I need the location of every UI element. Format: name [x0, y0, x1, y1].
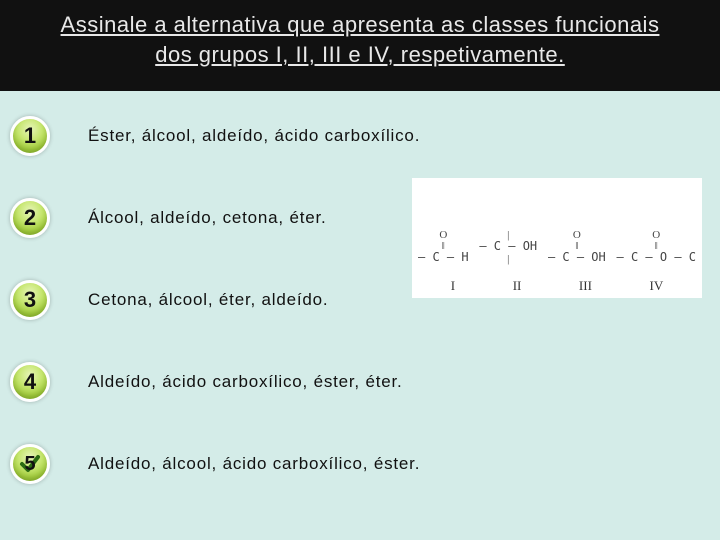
chem-group-3: O ‖ — C — OH [548, 229, 606, 264]
options-list: 1 Éster, álcool, aldeído, ácido carboxíl… [0, 91, 720, 505]
option-row[interactable]: 5 Aldeído, álcool, ácido carboxílico, és… [0, 423, 720, 505]
chem-groups-row: O ‖ — C — H | — C — OH | O ‖ — C — OH O … [418, 184, 696, 264]
option-badge-2: 2 [10, 198, 50, 238]
question-header: Assinale a alternativa que apresenta as … [0, 0, 720, 91]
option-text: Aldeído, ácido carboxílico, éster, éter. [88, 372, 403, 392]
option-row[interactable]: 4 Aldeído, ácido carboxílico, éster, éte… [0, 341, 720, 423]
chemical-structures-image: O ‖ — C — H | — C — OH | O ‖ — C — OH O … [412, 178, 702, 298]
chem-group-4: O ‖ — C — O — C [617, 229, 696, 264]
option-badge-3: 3 [10, 280, 50, 320]
chem-label: III [579, 278, 592, 294]
option-badge-1: 1 [10, 116, 50, 156]
chem-label: IV [649, 278, 663, 294]
chem-group-2: | — C — OH | [479, 229, 537, 264]
option-badge-5-correct: 5 [10, 444, 50, 484]
option-num-5: 5 [24, 453, 35, 476]
chem-label: I [451, 278, 455, 294]
chem-labels-row: I II III IV [418, 278, 696, 294]
question-text: Assinale a alternativa que apresenta as … [61, 12, 660, 67]
option-text: Éster, álcool, aldeído, ácido carboxílic… [88, 126, 420, 146]
option-row[interactable]: 1 Éster, álcool, aldeído, ácido carboxíl… [0, 95, 720, 177]
option-text: Aldeído, álcool, ácido carboxílico, éste… [88, 454, 420, 474]
chem-group-1: O ‖ — C — H [418, 229, 469, 264]
option-text: Álcool, aldeído, cetona, éter. [88, 208, 327, 228]
option-badge-4: 4 [10, 362, 50, 402]
chem-label: II [513, 278, 522, 294]
option-text: Cetona, álcool, éter, aldeído. [88, 290, 328, 310]
